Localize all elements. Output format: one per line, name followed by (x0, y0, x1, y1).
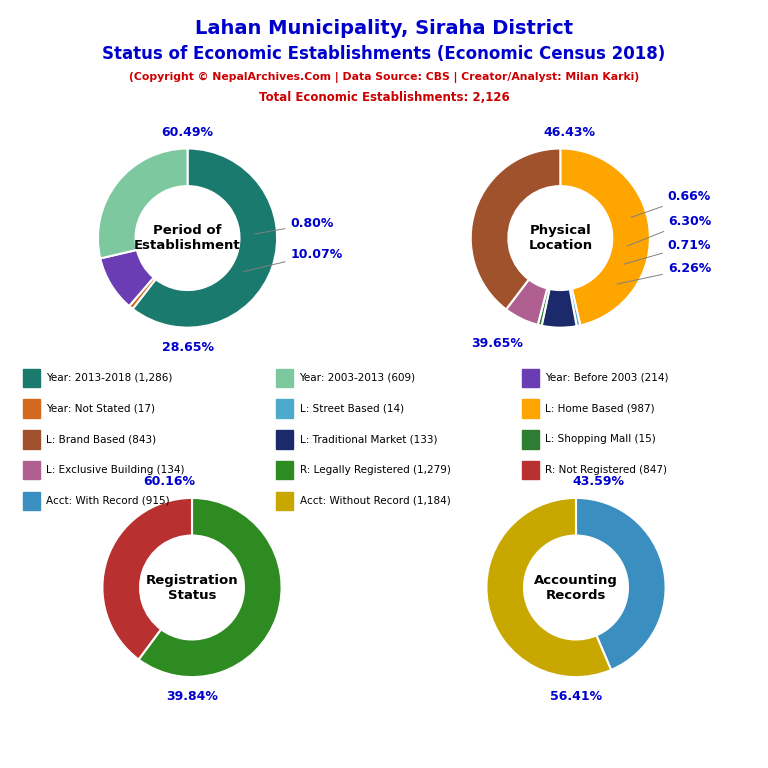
Text: R: Not Registered (847): R: Not Registered (847) (545, 465, 667, 475)
Text: Accounting
Records: Accounting Records (534, 574, 618, 601)
Text: 39.65%: 39.65% (472, 337, 524, 350)
Text: Total Economic Establishments: 2,126: Total Economic Establishments: 2,126 (259, 91, 509, 104)
Text: L: Home Based (987): L: Home Based (987) (545, 403, 655, 414)
Text: L: Brand Based (843): L: Brand Based (843) (46, 434, 156, 445)
Text: Year: 2003-2013 (609): Year: 2003-2013 (609) (300, 372, 415, 383)
Text: Acct: Without Record (1,184): Acct: Without Record (1,184) (300, 495, 450, 506)
Wedge shape (506, 280, 548, 325)
Text: L: Exclusive Building (134): L: Exclusive Building (134) (46, 465, 184, 475)
Text: 56.41%: 56.41% (550, 690, 602, 703)
Text: 0.80%: 0.80% (255, 217, 334, 234)
Text: Registration
Status: Registration Status (146, 574, 238, 601)
Wedge shape (561, 148, 650, 326)
Text: Acct: With Record (915): Acct: With Record (915) (46, 495, 170, 506)
Wedge shape (471, 148, 561, 310)
Text: 6.30%: 6.30% (627, 214, 711, 246)
Text: 0.71%: 0.71% (624, 239, 711, 264)
Text: Period of
Establishment: Period of Establishment (134, 224, 241, 252)
Text: R: Legally Registered (1,279): R: Legally Registered (1,279) (300, 465, 450, 475)
Text: Lahan Municipality, Siraha District: Lahan Municipality, Siraha District (195, 19, 573, 38)
Wedge shape (129, 277, 156, 309)
Text: Year: Before 2003 (214): Year: Before 2003 (214) (545, 372, 669, 383)
Wedge shape (101, 250, 154, 306)
Text: L: Street Based (14): L: Street Based (14) (300, 403, 404, 414)
Text: 28.65%: 28.65% (161, 341, 214, 354)
Text: Physical
Location: Physical Location (528, 224, 592, 252)
Text: 0.66%: 0.66% (631, 190, 711, 217)
Wedge shape (102, 498, 192, 660)
Text: 46.43%: 46.43% (543, 126, 595, 139)
Text: 10.07%: 10.07% (244, 248, 343, 272)
Text: L: Traditional Market (133): L: Traditional Market (133) (300, 434, 437, 445)
Wedge shape (138, 498, 282, 677)
Wedge shape (133, 148, 277, 328)
Text: Status of Economic Establishments (Economic Census 2018): Status of Economic Establishments (Econo… (102, 45, 666, 62)
Wedge shape (541, 289, 577, 328)
Text: (Copyright © NepalArchives.Com | Data Source: CBS | Creator/Analyst: Milan Karki: (Copyright © NepalArchives.Com | Data So… (129, 72, 639, 83)
Text: Year: 2013-2018 (1,286): Year: 2013-2018 (1,286) (46, 372, 173, 383)
Text: 60.49%: 60.49% (161, 126, 214, 139)
Wedge shape (486, 498, 611, 677)
Text: L: Shopping Mall (15): L: Shopping Mall (15) (545, 434, 656, 445)
Text: 43.59%: 43.59% (572, 475, 624, 488)
Text: Year: Not Stated (17): Year: Not Stated (17) (46, 403, 155, 414)
Wedge shape (538, 288, 549, 326)
Text: 39.84%: 39.84% (166, 690, 218, 703)
Text: 60.16%: 60.16% (144, 475, 196, 488)
Wedge shape (576, 498, 666, 670)
Text: 6.26%: 6.26% (617, 262, 711, 284)
Wedge shape (570, 289, 581, 326)
Wedge shape (98, 148, 187, 258)
